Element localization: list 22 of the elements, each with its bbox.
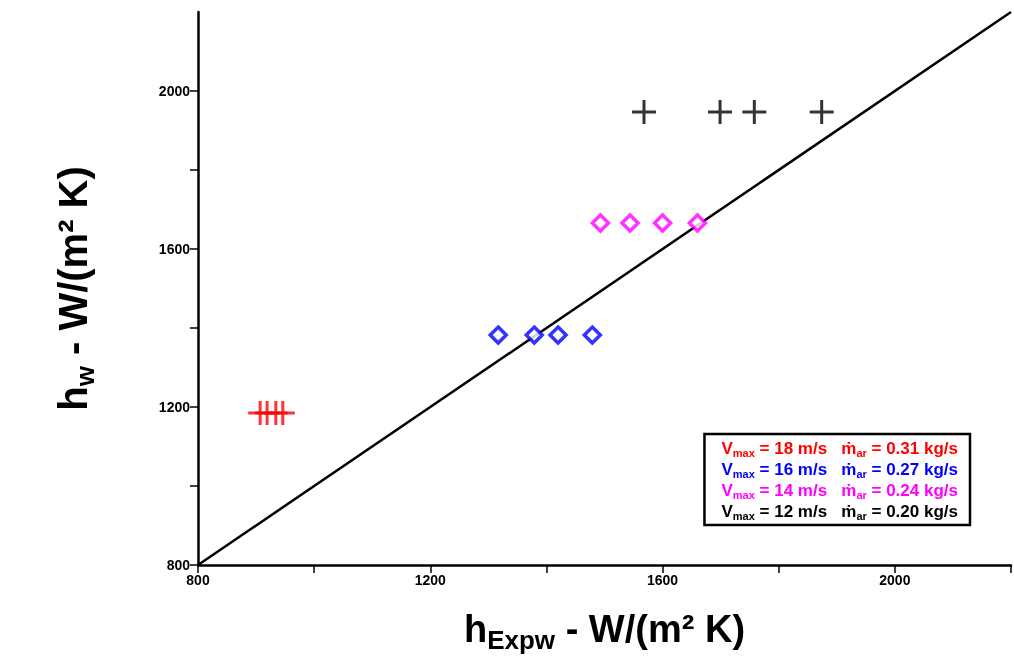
x-tick-label: 1200 xyxy=(414,572,447,588)
point xyxy=(808,98,836,126)
y-tick-label: 1600 xyxy=(158,241,191,257)
point xyxy=(687,213,708,233)
y-axis-title: hw - W/(m² K) xyxy=(51,166,100,411)
point xyxy=(488,325,508,345)
point xyxy=(740,98,768,126)
point xyxy=(652,213,673,233)
point xyxy=(269,399,297,427)
y-tick-label: 800 xyxy=(166,557,191,573)
point xyxy=(524,325,544,345)
point xyxy=(630,98,658,126)
point xyxy=(590,213,611,233)
point xyxy=(620,213,640,233)
y-tick-label: 2000 xyxy=(158,83,191,99)
point xyxy=(582,325,603,345)
point xyxy=(548,325,568,345)
point xyxy=(706,98,734,126)
x-tick-label: 800 xyxy=(186,572,210,588)
x-tick-label: 1600 xyxy=(646,572,679,588)
x-tick-label: 2000 xyxy=(879,572,911,588)
y-tick-label: 1200 xyxy=(158,399,191,415)
